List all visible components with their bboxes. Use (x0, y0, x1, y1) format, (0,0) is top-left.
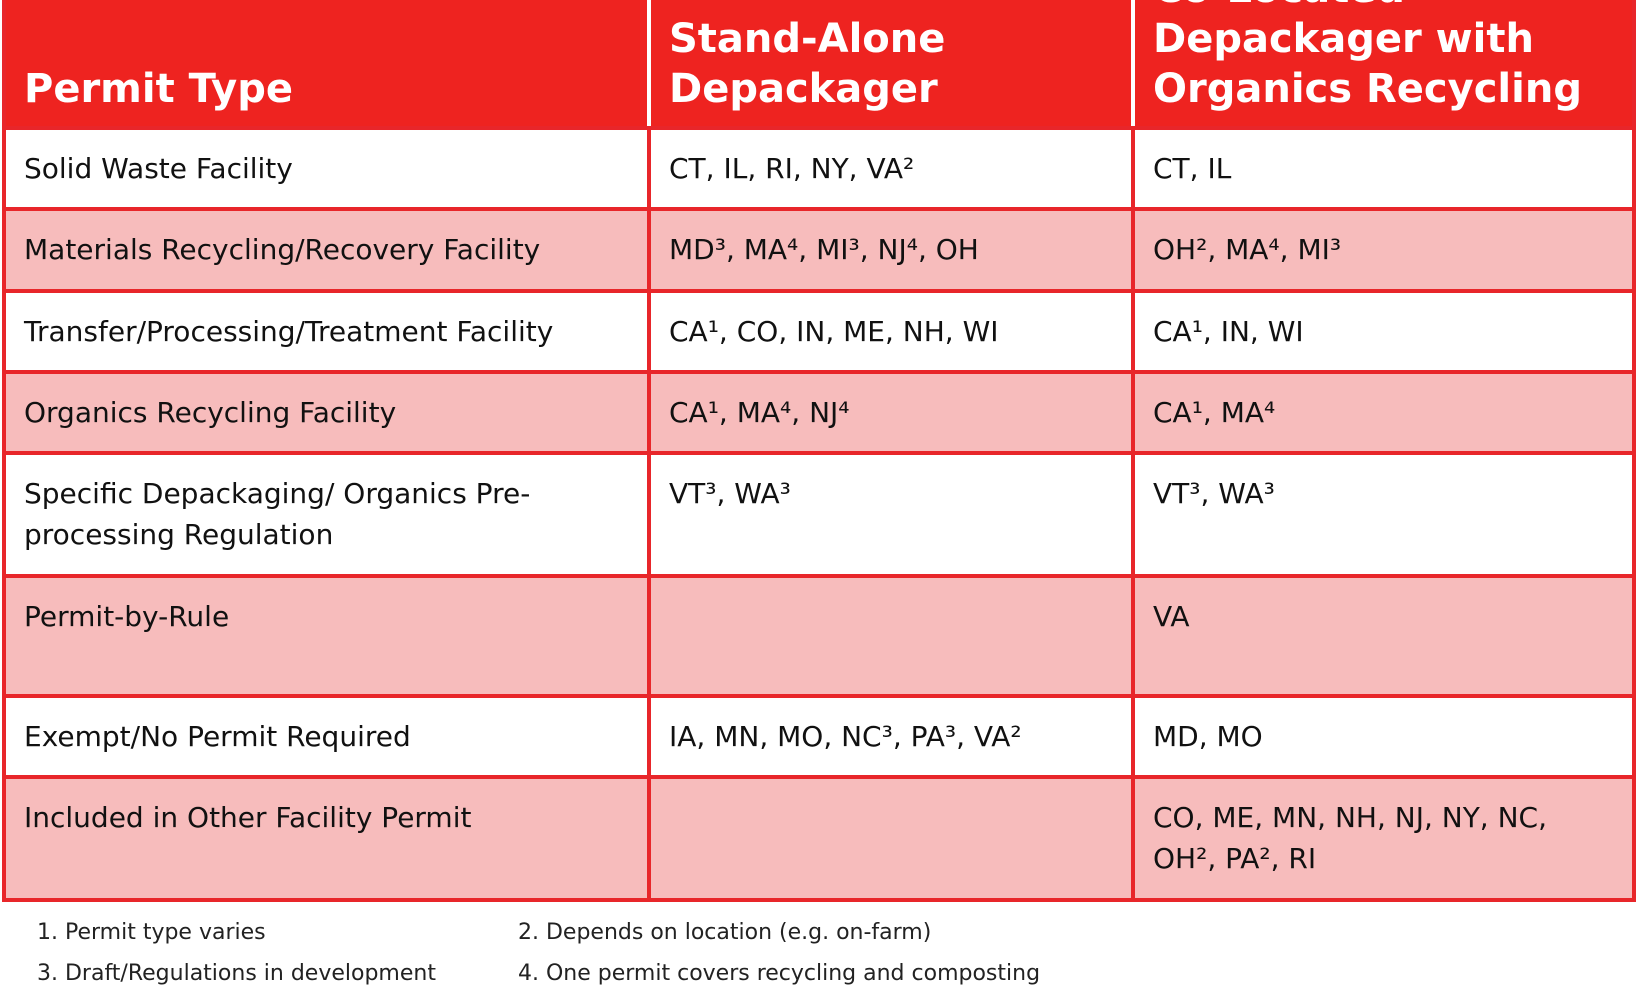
row-bg (4, 372, 1634, 453)
footnote: 1. Permit type varies (37, 920, 266, 945)
table-cell: IA, MN, MO, NC³, PA³, VA² (669, 720, 1022, 753)
table-cell: CA¹, MA⁴ (1153, 396, 1276, 429)
row-bg (4, 576, 1634, 696)
table-cell: MD³, MA⁴, MI³, NJ⁴, OH (669, 233, 979, 266)
row-bg (4, 291, 1634, 372)
table-cell: Permit-by-Rule (24, 600, 230, 633)
table-cell: CO, ME, MN, NH, NJ, NY, NC, OH², PA², RI (1153, 801, 1547, 875)
table-cell: CA¹, CO, IN, ME, NH, WI (669, 315, 999, 348)
table-cell: VA (1153, 600, 1190, 633)
table-cell: Specific Depackaging/ Organics Pre-proce… (24, 477, 531, 551)
table-cell: CT, IL, RI, NY, VA² (669, 152, 915, 185)
row-border (4, 370, 1636, 374)
table-cell: Organics Recycling Facility (24, 396, 397, 429)
row-border (4, 775, 1636, 779)
row-border (4, 289, 1636, 293)
header-cell: Stand-Alone Depackager (669, 16, 946, 112)
row-bg (4, 209, 1634, 291)
row-border (4, 207, 1636, 211)
header-divider (647, 0, 651, 126)
row-bg (4, 777, 1634, 900)
row-border (4, 126, 1636, 130)
col-border (2, 0, 6, 902)
table-cell: Included in Other Facility Permit (24, 801, 472, 834)
table-cell: Materials Recycling/Recovery Facility (24, 233, 541, 266)
col-border (1632, 0, 1636, 902)
table-cell: OH², MA⁴, MI³ (1153, 233, 1342, 266)
row-border (4, 574, 1636, 578)
table-cell: MD, MO (1153, 720, 1263, 753)
row-border (4, 898, 1636, 902)
row-bg (4, 453, 1634, 576)
header-bg (4, 0, 1634, 128)
table-cell: CA¹, MA⁴, NJ⁴ (669, 396, 850, 429)
row-border (4, 694, 1636, 698)
footnote: 2. Depends on location (e.g. on-farm) (518, 920, 932, 945)
table-cell: Exempt/No Permit Required (24, 720, 411, 753)
col-border (1131, 128, 1135, 902)
col-border (647, 128, 651, 902)
row-border (4, 451, 1636, 455)
table-cell: CA¹, IN, WI (1153, 315, 1304, 348)
header-cell: Permit Type (24, 66, 293, 112)
table-cell: VT³, WA³ (1153, 477, 1275, 510)
footnote: 4. One permit covers recycling and compo… (518, 961, 1041, 986)
header-divider (1131, 0, 1135, 126)
header-cell: Co-Located Depackager with Organics Recy… (1153, 0, 1582, 112)
table-cell: Transfer/Processing/Treatment Facility (24, 315, 554, 348)
footnote: 3. Draft/Regulations in development (37, 961, 436, 986)
row-bg (4, 696, 1634, 777)
row-bg (4, 128, 1634, 209)
table-cell: Solid Waste Facility (24, 152, 293, 185)
table-cell: VT³, WA³ (669, 477, 791, 510)
table-cell: CT, IL (1153, 152, 1232, 185)
